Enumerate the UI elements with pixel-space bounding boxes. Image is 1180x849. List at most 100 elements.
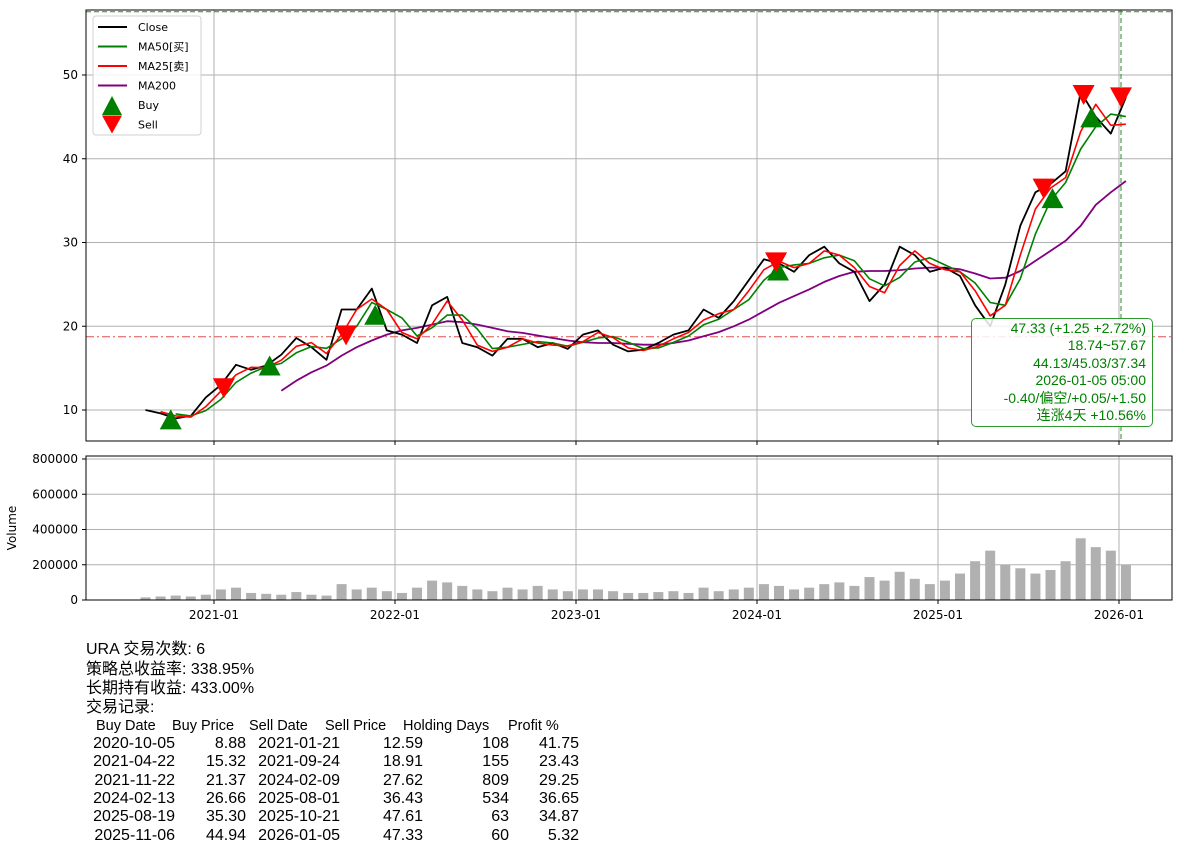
table-cell: 47.33 xyxy=(382,826,423,844)
volume-bar xyxy=(894,571,905,600)
buy-marker xyxy=(767,260,790,281)
buy-marker xyxy=(159,409,182,430)
annotation-line: 47.33 (+1.25 +2.72%) xyxy=(1010,320,1146,336)
price-y-tick-label: 20 xyxy=(63,319,78,333)
volume-bar xyxy=(623,592,634,600)
volume-bar xyxy=(970,561,981,600)
volume-bar xyxy=(1015,568,1026,600)
volume-bar xyxy=(774,585,785,600)
buy-marker xyxy=(1080,107,1103,128)
volume-y-tick-label: 800000 xyxy=(32,452,78,466)
table-cell: 15.32 xyxy=(205,753,246,771)
volume-bar xyxy=(909,578,920,600)
volume-bar xyxy=(502,587,513,600)
table-cell: 41.75 xyxy=(538,735,579,752)
volume-bar xyxy=(668,591,679,600)
legend-sell-swatch xyxy=(102,115,122,134)
volume-bar xyxy=(351,589,362,600)
table-cell: 23.43 xyxy=(538,753,579,771)
legend: Close MA50[买] MA25[卖] MA200 Buy Sell xyxy=(92,15,202,136)
legend-label: MA200 xyxy=(138,80,176,93)
volume-bar xyxy=(608,591,619,600)
volume-y-tick-label: 0 xyxy=(70,593,78,607)
volume-bar xyxy=(1060,561,1071,600)
table-cell: 29.25 xyxy=(538,771,579,789)
volume-bar xyxy=(653,592,664,600)
price-axes-frame xyxy=(85,9,1173,442)
volume-bar xyxy=(985,550,996,600)
annotation-line: -0.40/偏空/+0.05/+1.50 xyxy=(1003,389,1146,406)
table-header: Profit % xyxy=(508,718,559,734)
sell-marker xyxy=(1072,85,1095,106)
volume-bar xyxy=(789,589,800,600)
table-cell: 2021-04-22 xyxy=(93,753,175,771)
volume-bar xyxy=(517,589,528,600)
price-y-tick-label: 50 xyxy=(63,68,78,82)
x-tick-label: 2021-01 xyxy=(189,608,239,622)
volume-bar xyxy=(291,592,302,600)
table-cell: 809 xyxy=(482,771,509,789)
table-header: Holding Days xyxy=(403,718,490,734)
volume-bar xyxy=(381,591,392,600)
volume-bar xyxy=(261,593,272,600)
volume-bar xyxy=(698,587,709,600)
sell-marker xyxy=(1032,178,1055,199)
volume-bar xyxy=(1075,538,1086,600)
volume-bar xyxy=(336,584,347,600)
volume-y-tick-label: 600000 xyxy=(32,487,78,501)
volume-bar xyxy=(879,580,890,600)
sell-marker xyxy=(1109,87,1132,108)
volume-bar xyxy=(170,595,181,600)
volume-bar xyxy=(683,592,694,600)
volume-bar xyxy=(1030,573,1041,600)
volume-bar xyxy=(1105,550,1116,600)
table-cell: 36.65 xyxy=(538,789,579,807)
x-tick-label: 2026-01 xyxy=(1094,608,1144,622)
volume-bar xyxy=(140,597,151,600)
table-header: Sell Date xyxy=(249,718,308,734)
table-cell: 2021-11-22 xyxy=(94,771,175,789)
table-cell: 2020-10-05 xyxy=(93,735,175,752)
annotation-line: 2026-01-05 05:00 xyxy=(1035,372,1146,389)
table-cell: 2026-01-05 xyxy=(258,826,340,844)
price-y-tick-label: 30 xyxy=(63,236,78,250)
legend-label: MA50[买] xyxy=(138,41,189,54)
volume-bar xyxy=(246,592,257,600)
volume-bar xyxy=(231,587,242,600)
volume-bar xyxy=(758,584,769,600)
volume-y-tick-label: 200000 xyxy=(32,558,78,572)
x-tick-label: 2023-01 xyxy=(551,608,601,622)
annotation-line: 44.13/45.03/37.34 xyxy=(1033,354,1146,371)
volume-bar xyxy=(743,587,754,600)
close-line xyxy=(145,90,1127,420)
price-y-tick-label: 40 xyxy=(63,152,78,166)
buy-marker xyxy=(1041,188,1064,209)
volume-bar xyxy=(200,594,211,600)
table-header: Sell Price xyxy=(325,718,387,734)
volume-bar xyxy=(155,596,166,600)
table-cell: 108 xyxy=(482,735,509,752)
table-cell: 44.94 xyxy=(205,826,246,844)
volume-bar xyxy=(1120,564,1131,600)
volume-bar xyxy=(955,573,966,600)
volume-bar xyxy=(638,592,649,600)
table-cell: 34.87 xyxy=(538,808,579,826)
volume-bar xyxy=(593,589,604,600)
volume-axis-label: Volume xyxy=(5,506,19,551)
volume-bar xyxy=(396,592,407,600)
volume-bar xyxy=(412,587,423,600)
legend-label: Buy xyxy=(138,99,160,112)
volume-bar xyxy=(215,589,226,600)
table-cell: 63 xyxy=(491,808,509,826)
table-cell: 18.91 xyxy=(382,753,423,771)
table-cell: 26.66 xyxy=(205,789,246,807)
volume-bar xyxy=(487,591,498,600)
volume-bar xyxy=(849,585,860,600)
volume-bar xyxy=(939,580,950,600)
x-tick-label: 2025-01 xyxy=(913,608,963,622)
volume-bar xyxy=(713,591,724,600)
volume-bar xyxy=(547,589,558,600)
table-cell: 2025-10-21 xyxy=(258,808,340,826)
table-cell: 36.43 xyxy=(382,789,423,807)
